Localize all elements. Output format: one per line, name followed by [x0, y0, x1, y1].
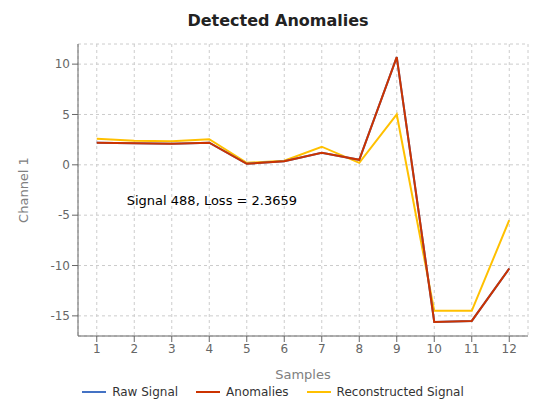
html-text:Reconstructed Signal: Reconstructed Signal [336, 385, 464, 399]
svg-text:-5: -5 [58, 208, 70, 222]
svg-text:11: 11 [464, 342, 479, 356]
svg-text:5: 5 [243, 342, 251, 356]
svg-text:6: 6 [280, 342, 288, 356]
html-text:Detected Anomalies: Detected Anomalies [187, 11, 369, 30]
svg-text:Samples: Samples [275, 367, 331, 382]
svg-text:-10: -10 [50, 259, 70, 273]
html-text:Raw Signal: Raw Signal [112, 385, 179, 399]
svg-text:-15: -15 [50, 309, 70, 323]
svg-text:4: 4 [205, 342, 213, 356]
svg-text:10: 10 [427, 342, 442, 356]
svg-text:Channel 1: Channel 1 [16, 157, 31, 223]
html-text:Anomalies: Anomalies [226, 385, 289, 399]
svg-text:1: 1 [93, 342, 101, 356]
svg-text:8: 8 [355, 342, 363, 356]
svg-text:Signal 488, Loss = 2.3659: Signal 488, Loss = 2.3659 [127, 193, 297, 208]
svg-text:5: 5 [62, 108, 70, 122]
svg-text:10: 10 [55, 57, 70, 71]
svg-text:9: 9 [393, 342, 401, 356]
svg-text:7: 7 [318, 342, 326, 356]
svg-text:12: 12 [502, 342, 517, 356]
svg-text:3: 3 [168, 342, 176, 356]
svg-text:2: 2 [130, 342, 138, 356]
svg-text:0: 0 [62, 158, 70, 172]
